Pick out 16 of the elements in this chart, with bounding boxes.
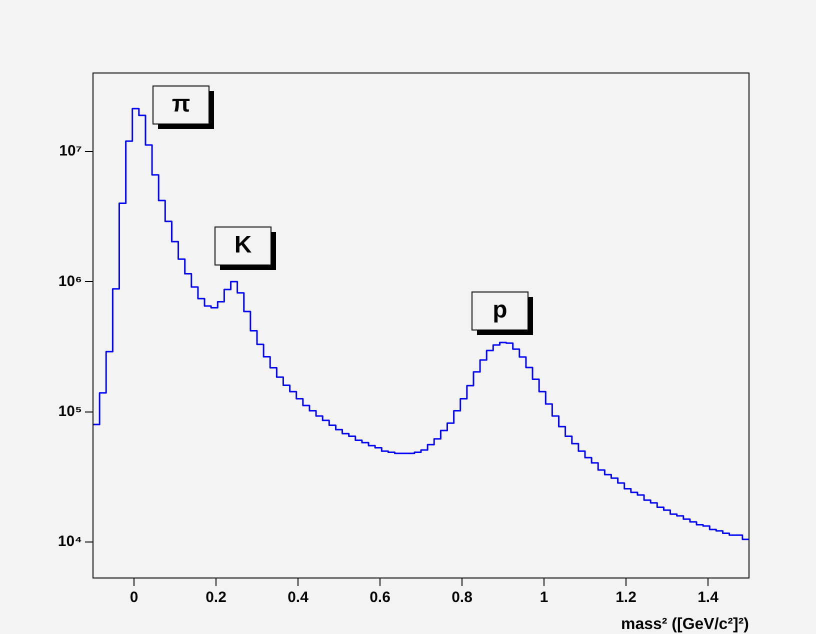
x-tick-label: 0 (130, 589, 138, 606)
y-tick-label: 10⁶ (58, 272, 82, 290)
x-tick-label: 1.2 (616, 589, 636, 606)
y-tick-label: 10⁴ (58, 533, 82, 550)
annotation: K (234, 232, 252, 259)
y-tick-label: 10⁵ (58, 403, 82, 420)
x-tick-label: 0.8 (452, 589, 472, 606)
x-tick-label: 0.4 (288, 589, 310, 606)
x-tick-label: 0.6 (370, 589, 390, 606)
x-tick-label: 1.4 (698, 589, 720, 606)
x-tick-label: 1 (540, 589, 548, 606)
x-tick-label: 0.2 (206, 589, 226, 606)
annotation: p (492, 296, 508, 324)
annotation: π (172, 90, 190, 118)
y-tick-label: 10⁷ (59, 142, 82, 160)
x-axis-title: mass² ([GeV/c²]²) (620, 616, 749, 633)
